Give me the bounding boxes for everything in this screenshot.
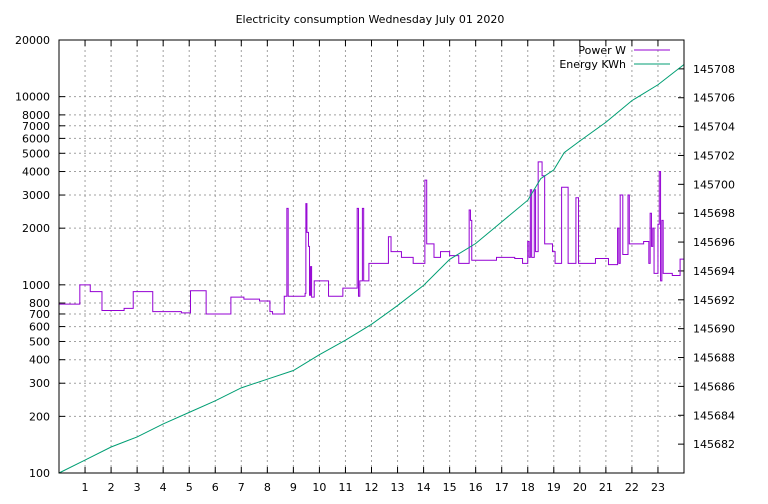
x-tick-label: 13	[391, 481, 405, 494]
y2-tick-label: 145686	[693, 380, 735, 393]
y-tick-label: 7000	[22, 120, 50, 133]
y2-tick-label: 145696	[693, 236, 735, 249]
grid	[59, 40, 684, 473]
legend-label-power: Power W	[578, 44, 626, 57]
x-tick-label: 10	[312, 481, 326, 494]
series-group	[58, 64, 685, 474]
y-tick-label: 800	[29, 297, 50, 310]
chart-title: Electricity consumption Wednesday July 0…	[236, 13, 505, 26]
energy-series-line	[58, 64, 685, 474]
y-tick-label: 1000	[22, 279, 50, 292]
y-tick-label: 300	[29, 377, 50, 390]
x-tick-label: 16	[469, 481, 483, 494]
x-tick-label: 3	[134, 481, 141, 494]
y2-tick-label: 145682	[693, 438, 735, 451]
x-tick-label: 21	[599, 481, 613, 494]
y-tick-label: 4000	[22, 166, 50, 179]
y2-tick-label: 145704	[693, 121, 735, 134]
y-tick-label: 400	[29, 354, 50, 367]
y-tick-label: 600	[29, 321, 50, 334]
x-tick-label: 1	[82, 481, 89, 494]
y2-tick-label: 145700	[693, 178, 735, 191]
y2-tick-label: 145702	[693, 149, 735, 162]
legend: Power W Energy KWh	[559, 44, 670, 71]
x-tick-label: 15	[443, 481, 457, 494]
y-tick-label: 200	[29, 410, 50, 423]
x-tick-label: 23	[651, 481, 665, 494]
y-tick-label: 20000	[15, 34, 50, 47]
y-tick-label: 700	[29, 308, 50, 321]
x-tick-label: 20	[573, 481, 587, 494]
y2-tick-label: 145690	[693, 323, 735, 336]
y2-tick-label: 145684	[693, 409, 735, 422]
x-tick-label: 12	[365, 481, 379, 494]
x-tick-label: 4	[160, 481, 167, 494]
y-tick-label: 8000	[22, 109, 50, 122]
y2-tick-label: 145708	[693, 63, 735, 76]
y-tick-label: 500	[29, 335, 50, 348]
y2-tick-label: 145694	[693, 265, 735, 278]
y2-tick-label: 145688	[693, 352, 735, 365]
x-tick-label: 22	[625, 481, 639, 494]
y2-tick-label: 145706	[693, 92, 735, 105]
y-tick-label: 6000	[22, 132, 50, 145]
x-tick-label: 7	[238, 481, 245, 494]
y-tick-label: 10000	[15, 91, 50, 104]
y-tick-label: 2000	[22, 222, 50, 235]
x-tick-label: 9	[290, 481, 297, 494]
y2-tick-label: 145698	[693, 207, 735, 220]
power-series-line	[59, 161, 684, 315]
x-tick-label: 2	[108, 481, 115, 494]
y-tick-label: 3000	[22, 189, 50, 202]
y-tick-label: 100	[29, 467, 50, 480]
x-tick-label: 6	[212, 481, 219, 494]
x-tick-label: 18	[521, 481, 535, 494]
plot-border	[58, 39, 685, 474]
legend-label-energy: Energy KWh	[559, 58, 626, 71]
y-tick-label: 5000	[22, 147, 50, 160]
axis-ticks: 1 2 3 4 5 6 7 8 9 10 11 12 13 14 15 16 17 18 19 20 21 22 23100…	[15, 34, 735, 494]
x-tick-label: 8	[264, 481, 271, 494]
x-tick-label: 17	[495, 481, 509, 494]
y2-tick-label: 145692	[693, 294, 735, 307]
x-tick-label: 5	[186, 481, 193, 494]
x-tick-label: 14	[417, 481, 431, 494]
x-tick-label: 19	[547, 481, 561, 494]
x-tick-label: 11	[338, 481, 352, 494]
